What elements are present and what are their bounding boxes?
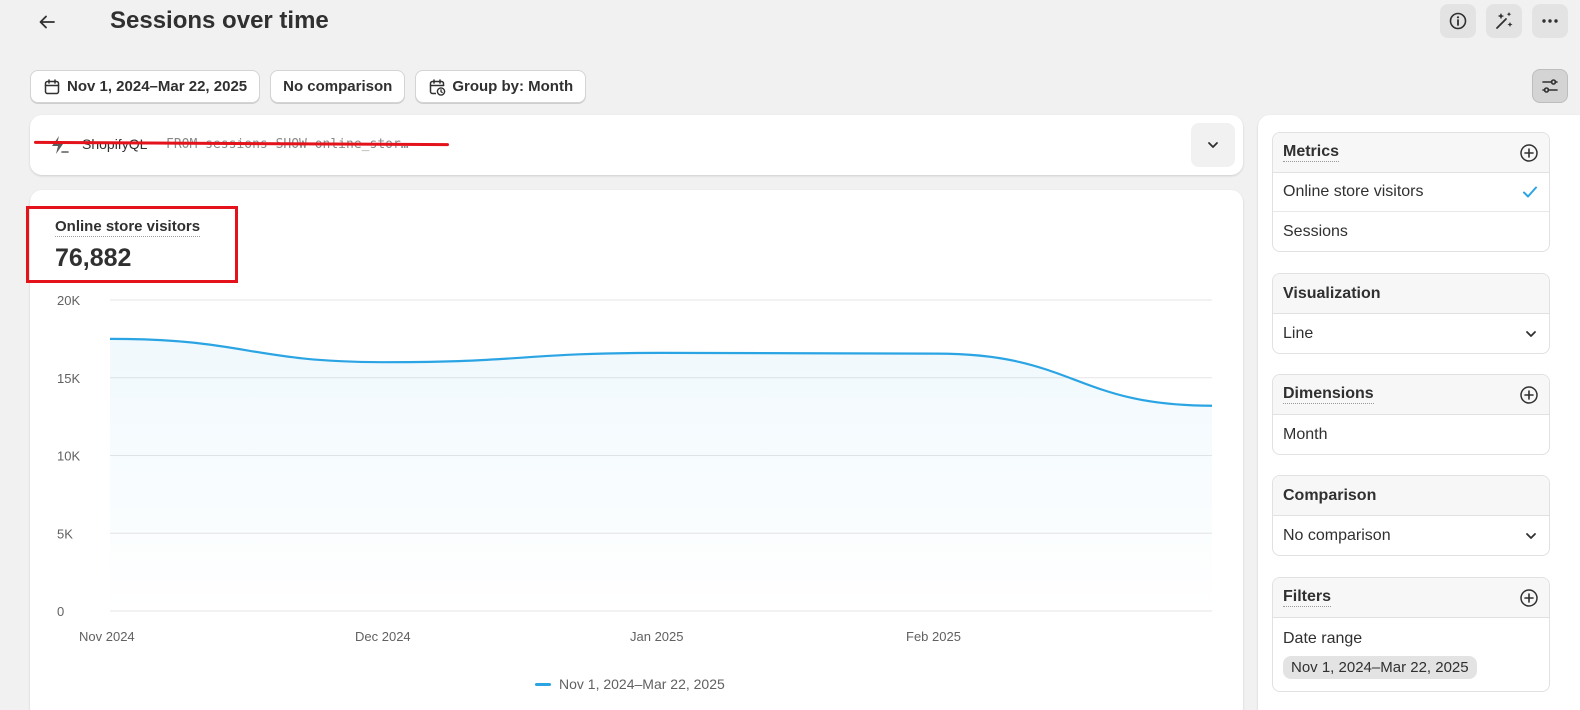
visualization-title: Visualization [1283,284,1381,302]
dimension-item-label: Month [1283,425,1328,443]
info-button[interactable] [1440,4,1476,38]
checkmark-icon [1523,186,1537,198]
page-title: Sessions over time [110,7,329,34]
top-actions [1440,4,1568,38]
legend-label: Nov 1, 2024–Mar 22, 2025 [559,676,725,692]
legend-swatch [535,682,551,686]
plus-circle-icon[interactable] [1519,143,1539,163]
metrics-panel: Metrics Online store visitors Sessions [1272,132,1550,252]
plus-circle-icon[interactable] [1519,385,1539,405]
series-line[interactable] [109,337,1213,407]
filter-date-range-chip[interactable]: Nov 1, 2024–Mar 22, 2025 [1283,656,1477,679]
visualization-value: Line [1283,324,1314,342]
back-button[interactable] [30,6,64,38]
metric-value: 76,882 [55,244,132,272]
filters-header: Filters [1273,578,1549,618]
filters-panel: Filters Date range Nov 1, 2024–Mar 22, 2… [1272,577,1550,692]
sidekick-button[interactable] [1486,4,1522,38]
x-tick-label: Feb 2025 [906,629,961,644]
data-point[interactable] [380,356,392,368]
x-tick-label: Dec 2024 [355,629,411,644]
group-by-button[interactable]: Group by: Month [415,70,587,103]
metric-item-sessions[interactable]: Sessions [1273,212,1549,251]
metric-label[interactable]: Online store visitors [55,218,201,237]
calendar-icon [44,78,60,94]
data-point[interactable] [104,333,116,345]
metric-item-label: Sessions [1283,222,1348,240]
date-range-button[interactable]: Nov 1, 2024–Mar 22, 2025 [30,70,261,103]
metrics-header: Metrics [1273,133,1549,173]
visualization-panel: Visualization Line [1272,273,1550,354]
arrow-left-icon [39,15,55,29]
top-bar: Sessions over time [0,0,1580,48]
comparison-button[interactable]: No comparison [270,70,406,103]
filter-date-range-label: Date range [1283,630,1363,647]
shopifyql-editor[interactable]: ShopifyQL FROM sessions SHOW online_stor… [30,115,1243,175]
sliders-icon [1542,79,1558,93]
filters-title: Filters [1283,588,1332,607]
sparkle-icon [1496,12,1513,29]
series-area [110,338,1212,611]
x-tick-label: Jan 2025 [630,629,684,644]
metrics-title: Metrics [1283,143,1340,162]
expand-query-button[interactable] [1191,123,1235,167]
comparison-header: Comparison [1273,476,1549,516]
chart-card: Online store visitors 76,882 0 5K 10K 15K 20… [30,190,1243,710]
calendar-clock-icon [430,78,446,96]
more-horizontal-icon [1542,19,1558,23]
line-chart: 0 5K 10K 15K 20K Nov 2024 Dec 2024 Jan 2025 Feb … [57,293,1218,644]
metric-item-online-store-visitors[interactable]: Online store visitors [1273,173,1549,212]
more-actions-button[interactable] [1532,4,1568,38]
dimension-item-month[interactable]: Month [1273,415,1549,454]
comparison-title: Comparison [1283,486,1377,504]
y-tick-label: 10K [57,449,80,464]
chevron-down-icon [1526,532,1536,539]
plus-circle-icon[interactable] [1519,588,1539,608]
visualization-header: Visualization [1273,274,1549,314]
comparison-select[interactable]: No comparison [1273,516,1549,555]
dimensions-header: Dimensions [1273,375,1549,415]
settings-sidebar: Metrics Online store visitors Sessions V… [1258,115,1580,710]
data-point[interactable] [655,347,667,359]
filter-bar: Nov 1, 2024–Mar 22, 2025 No comparison G… [30,70,587,103]
y-tick-label: 15K [57,371,80,386]
data-point[interactable] [931,348,943,360]
chevron-down-icon [1526,330,1536,337]
y-tick-label: 0 [57,604,64,619]
comparison-panel: Comparison No comparison [1272,475,1550,556]
settings-panel-toggle[interactable] [1532,69,1568,103]
info-icon [1449,12,1467,30]
dimensions-panel: Dimensions Month [1272,374,1550,455]
comparison-label: No comparison [283,78,393,95]
chevron-down-icon [1208,142,1218,148]
group-by-label: Group by: Month [452,78,574,95]
dimensions-title: Dimensions [1283,385,1374,404]
comparison-value: No comparison [1283,526,1391,544]
data-point[interactable] [1206,400,1218,412]
x-tick-label: Nov 2024 [79,629,135,644]
date-range-label: Nov 1, 2024–Mar 22, 2025 [67,78,248,95]
chart-legend[interactable]: Nov 1, 2024–Mar 22, 2025 [535,676,725,692]
lightning-icon [52,136,69,154]
y-tick-label: 20K [57,293,80,308]
visualization-select[interactable]: Line [1273,314,1549,353]
y-tick-label: 5K [57,526,73,541]
metric-item-label: Online store visitors [1283,183,1424,200]
